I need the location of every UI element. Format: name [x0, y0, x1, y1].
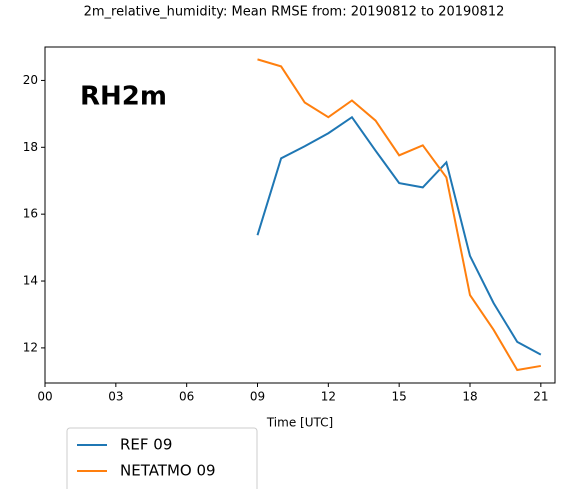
y-tick-label: 12 — [23, 340, 38, 354]
chart-title: 2m_relative_humidity: Mean RMSE from: 20… — [84, 5, 505, 20]
y-tick-label: 20 — [23, 73, 38, 87]
annotation: RH2m — [80, 82, 167, 112]
legend — [66, 427, 258, 489]
x-tick-label: 21 — [533, 390, 548, 404]
series-line — [256, 115, 542, 356]
x-tick-label: 03 — [108, 390, 123, 404]
x-tick-label: 06 — [179, 390, 194, 404]
x-tick-label: 00 — [37, 390, 52, 404]
x-axis-label: Time [UTC] — [266, 416, 333, 430]
legend-label: REF 09 — [120, 436, 172, 454]
y-tick-label: 18 — [23, 140, 38, 154]
x-tick-label: 15 — [392, 390, 407, 404]
series-line — [257, 58, 542, 372]
legend-label: NETATMO 09 — [120, 462, 216, 480]
x-tick-label: 09 — [250, 390, 265, 404]
y-tick-label: 14 — [23, 274, 38, 288]
y-tick-label: 16 — [23, 207, 38, 221]
x-tick-label: 18 — [462, 390, 477, 404]
x-tick-label: 12 — [321, 390, 336, 404]
plot-frame — [44, 46, 556, 384]
